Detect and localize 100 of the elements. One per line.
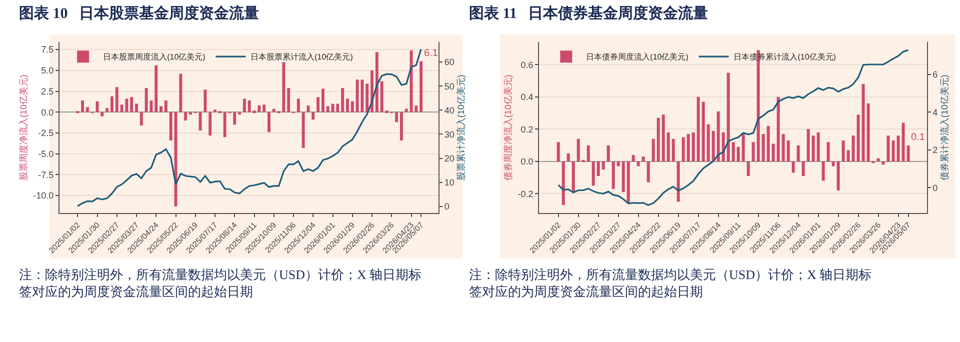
bar: [312, 112, 315, 120]
y2-tick-label: 4: [932, 107, 938, 118]
bar: [154, 65, 158, 112]
bar: [321, 88, 324, 112]
bar: [876, 158, 880, 162]
bar: [81, 100, 84, 112]
bar: [782, 134, 785, 162]
bar: [856, 114, 860, 162]
y2-tick-label: 2: [932, 145, 938, 156]
bar: [702, 102, 705, 162]
y-tick-label: -0.2: [518, 188, 534, 199]
y2-axis-title: 股票累计净流入(10亿美元): [456, 74, 466, 181]
bar: [632, 154, 635, 162]
y-tick-label: -10.0: [33, 190, 54, 201]
bar: [746, 161, 750, 176]
bar: [223, 112, 226, 138]
bar: [258, 105, 261, 112]
bar: [380, 81, 384, 112]
bar: [672, 138, 675, 162]
chart-title: 图表 10 日本股票基金周度资金流量: [19, 4, 259, 22]
bar: [896, 136, 900, 162]
bar: [414, 105, 418, 112]
y2-tick-label: 50: [444, 81, 454, 92]
bar: [602, 161, 605, 170]
bar: [296, 98, 300, 112]
bar: [676, 161, 680, 202]
bar: [592, 161, 595, 186]
bar: [400, 112, 403, 140]
bar: [233, 112, 236, 125]
bar: [404, 108, 408, 112]
bar: [302, 112, 305, 148]
bar: [666, 132, 670, 162]
bar: [214, 110, 216, 112]
y2-tick-label: 60: [444, 57, 454, 68]
bar: [268, 112, 270, 132]
data-label: 0.1: [911, 132, 926, 143]
bar: [906, 145, 910, 162]
bar: [395, 112, 398, 122]
bar: [812, 136, 815, 162]
bar: [572, 161, 575, 192]
bar: [822, 161, 825, 181]
legend-label: 日本股票周度流入(10亿美元): [103, 52, 206, 62]
bar: [692, 132, 695, 162]
bar: [100, 112, 104, 116]
bar: [766, 126, 770, 162]
bar: [287, 88, 290, 112]
bar: [726, 72, 730, 162]
y2-tick-label: 6: [932, 70, 938, 80]
bar: [110, 96, 114, 112]
bar: [606, 145, 610, 162]
bar: [204, 90, 207, 112]
y2-tick-label: 20: [444, 153, 454, 164]
bar: [189, 112, 192, 115]
bar: [616, 161, 620, 166]
y2-tick-label: 0: [932, 182, 938, 193]
bar: [886, 136, 890, 162]
y2-tick-label: 40: [444, 105, 454, 116]
text: 注：除特别注明外，所有流量数据均以美元（USD）计价；X 轴日期标签对应的为周度资金流量区间的起始日期: [19, 267, 422, 299]
y2-tick-label: 30: [444, 129, 454, 140]
legend-label: 日本股票累计流入(10亿美元): [250, 52, 354, 62]
bar: [706, 124, 710, 162]
bar: [562, 161, 565, 205]
bar: [272, 108, 276, 112]
data-label: 6.1: [424, 48, 438, 59]
y-tick-label: -5.0: [38, 148, 54, 159]
bar: [902, 122, 905, 162]
bar: [866, 103, 870, 162]
text: 注：除特别注明外，所有流量数据均以美元（USD）计价；X 轴日期标签对应的为周度资金流量区间的起始日期: [469, 267, 872, 299]
y2-axis-title: 债券累计净流入(10亿美元): [939, 74, 950, 181]
bar: [712, 130, 715, 162]
bar: [642, 156, 645, 162]
bar: [752, 142, 755, 162]
y-tick-label: 0.0: [520, 156, 534, 167]
y-tick-label: 0.2: [520, 124, 534, 134]
bar: [556, 142, 560, 162]
bar: [198, 112, 202, 130]
bar: [169, 112, 172, 140]
bar: [716, 111, 720, 162]
y-tick-label: 5.0: [41, 66, 54, 76]
y-tick-label: 0.4: [520, 92, 534, 102]
bar: [846, 150, 850, 162]
bar: [576, 138, 580, 162]
bar: [656, 118, 660, 162]
bar: [816, 132, 820, 162]
bar: [842, 140, 845, 162]
bar: [326, 106, 330, 112]
bar: [86, 107, 89, 112]
y2-tick-label: 0: [444, 202, 450, 212]
line-series: [76, 48, 422, 208]
bar: [164, 100, 168, 112]
bar: [836, 161, 840, 190]
bar: [179, 74, 182, 112]
bar: [796, 145, 800, 162]
y-tick-label: 2.5: [41, 86, 54, 96]
bar: [892, 140, 895, 162]
bar: [682, 137, 685, 162]
bar: [762, 134, 765, 162]
y-tick-label: 0.6: [520, 60, 534, 70]
bar: [346, 98, 349, 112]
bar: [106, 108, 109, 112]
